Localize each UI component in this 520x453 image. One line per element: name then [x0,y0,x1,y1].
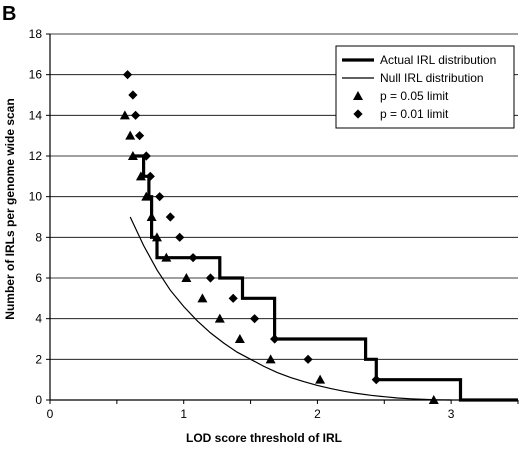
actual-irl-step-line [132,154,518,402]
p05-marker-14 [428,395,439,404]
y-tick-label-18: 18 [29,27,43,41]
p05-marker-3 [135,171,146,181]
y-axis-title: Number of IRLs per genome wide scan [3,98,17,319]
p05-marker-8 [181,273,192,282]
p01-marker-1 [128,90,138,100]
x-tick-label-0: 0 [47,407,54,421]
p01-marker-2 [130,110,141,120]
x-axis-title: LOD score threshold of IRL [186,431,342,445]
p01-marker-8 [175,232,185,242]
legend-label-p01: p = 0.01 limit [380,107,449,121]
legend-swatch-p01 [353,109,363,119]
grid [50,33,518,360]
null-series [129,216,452,401]
legend-label-null: Null IRL distribution [380,71,484,85]
legend-label-p05: p = 0.05 limit [380,89,449,103]
x-tick-label-1: 1 [180,407,187,421]
p05-marker-5 [146,212,157,221]
p01-marker-0 [122,70,133,80]
y-tick-label-0: 0 [35,393,42,407]
p01-marker-4 [141,151,151,161]
p05-marker-13 [315,374,326,384]
p05-marker-1 [125,130,136,140]
p05-marker-0 [119,110,130,120]
x-tick-label-2: 2 [314,407,321,421]
p05-marker-11 [234,334,245,343]
y-tick-label-14: 14 [29,108,43,122]
y-tick-label-12: 12 [29,149,43,163]
panel-label: B [2,3,16,25]
p01-marker-12 [249,314,260,324]
p05-marker-6 [151,232,162,242]
null-irl-curve [129,216,452,401]
p01-marker-10 [205,273,216,283]
p01-marker-13 [270,334,280,344]
y-tick-label-2: 2 [35,352,42,366]
p05-marker-12 [265,354,276,364]
p01-marker-6 [155,192,165,202]
p01-marker-7 [165,212,175,222]
y-tick-label-8: 8 [35,230,42,244]
p01-marker-3 [134,131,145,141]
p01-marker-15 [371,375,381,385]
x-tick-label-3: 3 [448,407,455,421]
p05-marker-7 [161,252,172,262]
p01-marker-9 [188,253,198,263]
p05-marker-9 [197,293,208,303]
p01-marker-11 [228,293,238,303]
p01-marker-5 [145,171,155,181]
p05-marker-4 [141,191,152,201]
y-tick-label-16: 16 [29,68,43,82]
p01-marker-14 [303,354,313,364]
p05-series [119,110,439,404]
actual-series [132,154,518,402]
legend: Actual IRL distribution Null IRL distribu… [335,45,515,129]
legend-swatch-p05 [353,91,363,100]
legend-label-actual: Actual IRL distribution [380,53,496,67]
p05-marker-2 [127,151,138,160]
p05-marker-10 [214,313,225,323]
p01-series [122,70,381,385]
y-tick-label-4: 4 [35,312,42,326]
y-tick-label-6: 6 [35,271,42,285]
y-tick-label-10: 10 [29,190,43,204]
